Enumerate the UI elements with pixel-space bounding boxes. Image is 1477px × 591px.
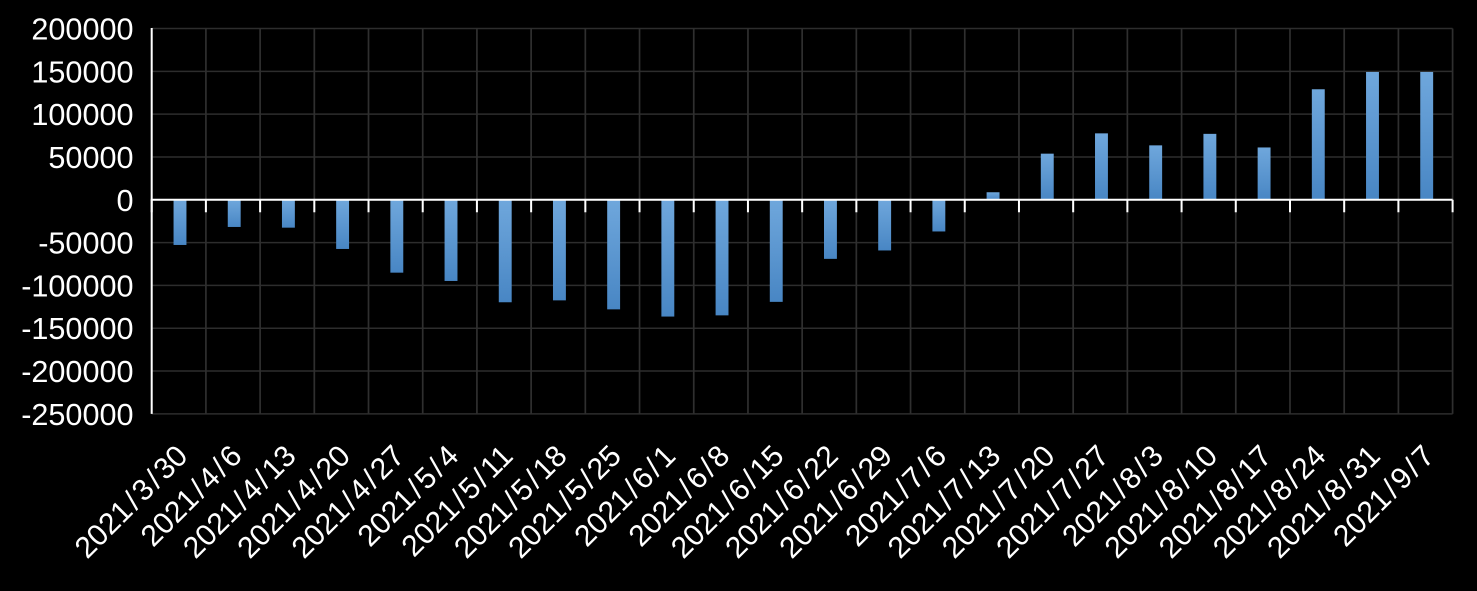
- svg-text:150000: 150000: [31, 55, 133, 89]
- svg-text:-100000: -100000: [21, 269, 133, 303]
- svg-text:-200000: -200000: [21, 355, 133, 389]
- svg-text:-50000: -50000: [38, 227, 133, 261]
- svg-text:-150000: -150000: [21, 312, 133, 346]
- svg-text:50000: 50000: [48, 141, 133, 175]
- svg-text:-250000: -250000: [21, 398, 133, 432]
- svg-text:200000: 200000: [31, 13, 133, 47]
- svg-text:0: 0: [116, 184, 133, 218]
- svg-text:100000: 100000: [31, 98, 133, 132]
